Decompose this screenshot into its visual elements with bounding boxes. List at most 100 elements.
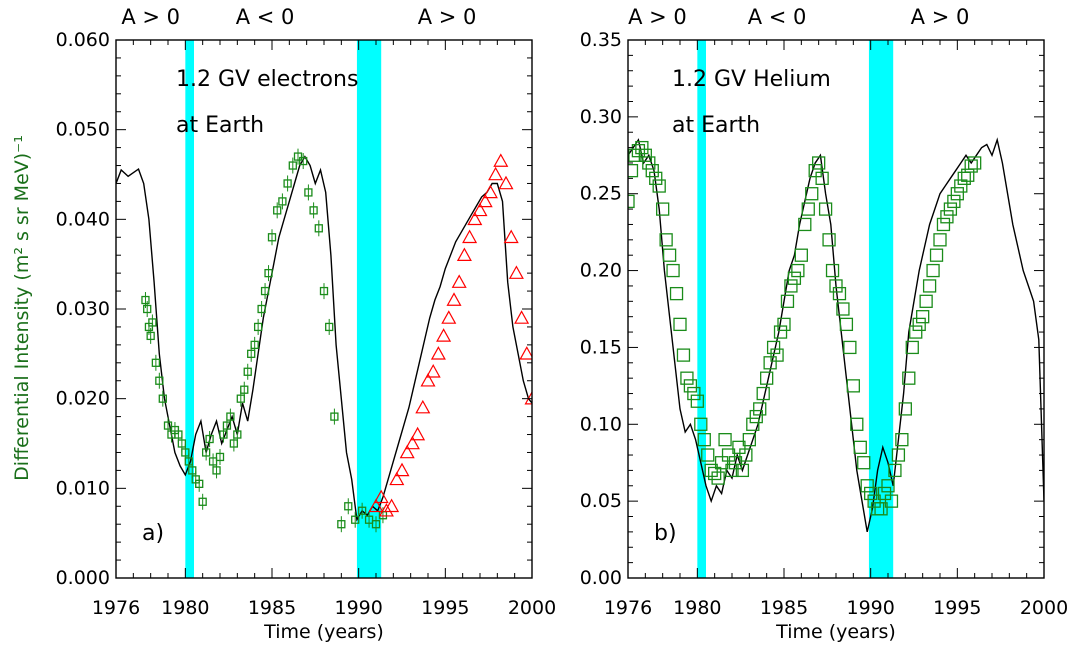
data-point-triangle [420,372,436,387]
data-point-triangle [446,292,462,306]
polarity-label: A < 0 [236,5,295,29]
data-point-square [760,371,774,385]
data-point-square [961,168,975,182]
data-point-square [721,448,736,462]
data-point-square [864,486,878,501]
data-point-square [728,456,743,470]
data-point-square [680,371,694,385]
data-point-square [714,456,729,470]
data-point-square [950,187,964,201]
data-point-triangle [378,503,394,517]
data-point-square [836,302,850,316]
data-point-triangle [503,229,519,244]
data-point-square [746,417,760,431]
data-point-triangle [384,498,400,513]
data-point-square [888,463,902,478]
x-tick-label: 1976 [92,597,140,619]
annotation-line-1: 1.2 GV Helium [672,67,831,92]
data-point-square [687,386,701,401]
y-tick-label: 0.15 [580,336,622,358]
polarity-label: A < 0 [748,5,807,29]
y-tick-label: 0.30 [580,106,622,128]
data-point-square [756,386,770,401]
data-point-square [732,440,746,454]
data-point-square [929,248,944,262]
data-point-square [940,210,954,224]
data-point-triangle [451,274,467,288]
data-point-square [780,294,795,308]
x-axis-label: Time (years) [263,621,384,643]
x-tick-label: 1990 [334,597,382,619]
data-point-triangle [368,498,384,513]
y-tick-label: 0.20 [580,260,622,282]
data-point-square [649,171,663,185]
data-point-square [843,340,857,355]
data-point-square [739,448,753,462]
data-point-square [694,417,708,431]
y-tick-label: 0.25 [580,183,622,205]
data-point-square [905,340,919,355]
data-point-square [791,263,805,278]
y-axis-label-panel-a: Differential Intensity (m² s sr MeV)⁻¹ [11,135,33,481]
annotation-line-2: at Earth [176,113,264,138]
data-point-square [947,194,961,209]
data-point-square [794,248,808,262]
data-point-square [742,433,756,447]
data-point-square [825,263,840,278]
x-axis-label: Time (years) [775,621,896,643]
model-line [628,137,1044,533]
panel-electrons: 1976 1980 1985 1990 1995 2000 0.000 0.010 0.020 0… [56,5,557,643]
data-point-square [766,340,781,355]
data-point-square [933,233,947,247]
data-point-square [773,325,788,339]
x-tick-label: 2000 [508,597,556,619]
data-point-square [846,379,860,393]
polarity-band-2 [356,40,382,578]
data-point-square [884,494,899,508]
x-tick-label: 1980 [161,597,209,619]
data-point-square [676,348,691,362]
data-point-square [902,371,916,385]
data-point-square [753,402,767,416]
data-point-square [749,409,763,424]
data-point-square [725,463,739,478]
data-point-square [874,502,888,516]
y-tick-label: 0.010 [56,477,110,499]
data-point-square [957,171,971,185]
data-point-square [919,294,933,308]
y-tick-label: 0.020 [56,388,110,410]
data-point-square [909,325,923,339]
data-point-square [832,286,847,301]
annotation-line-1: 1.2 GV electrons [176,67,358,92]
x-tick-label: 1990 [846,597,894,619]
data-point-square [964,159,978,173]
data-point-square [669,286,684,301]
data-point-square [638,148,652,162]
data-point-square [784,279,798,293]
panel-helium: 1976 1980 1985 1990 1995 2000 0.00 0.05 0.10 0.15… [580,5,1068,643]
data-point-triangle [524,390,532,405]
data-point-square [898,402,912,416]
data-point-square [711,471,725,485]
data-point-square [850,417,864,431]
data-point-square [701,448,715,462]
data-point-square [815,171,829,185]
y-tick-label: 0.10 [580,413,622,435]
data-point-square [662,248,677,262]
data-point-square [801,202,815,216]
data-point-square [735,463,750,478]
data-point-square [860,479,874,493]
x-tick-label: 1980 [673,597,721,619]
data-point-square [645,164,659,178]
data-point-square [916,310,930,324]
data-point-square [697,433,711,447]
data-point-square [822,233,836,247]
plot-area [628,40,1044,578]
polarity-label: A > 0 [418,5,477,29]
panel-label: b) [654,521,677,546]
y-tick-label: 0.05 [580,490,622,512]
polarity-band-1 [185,40,194,578]
polarity-band-2 [868,40,894,578]
annotation-line-2: at Earth [672,113,760,138]
